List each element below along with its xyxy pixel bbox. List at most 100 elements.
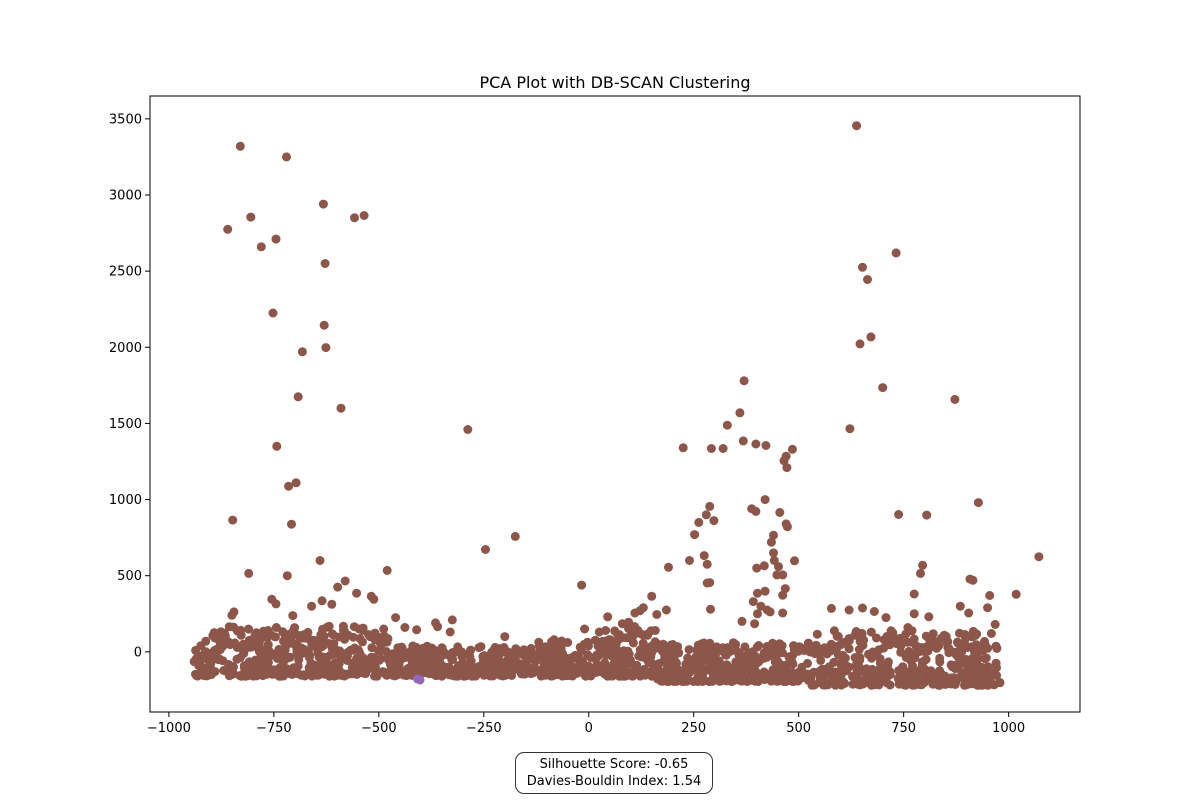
data-point [439, 662, 449, 671]
data-point [973, 498, 983, 508]
data-point [866, 332, 876, 342]
x-tick-label: −1000 [147, 721, 191, 736]
data-point [848, 679, 858, 689]
data-point [935, 653, 945, 663]
data-point [750, 651, 760, 661]
data-point [336, 654, 346, 664]
data-point [940, 679, 950, 689]
data-point [381, 669, 391, 679]
data-point [433, 622, 443, 632]
data-point [340, 634, 350, 644]
data-point [712, 664, 722, 674]
data-point [227, 610, 237, 620]
data-point [748, 675, 758, 685]
data-point [640, 668, 650, 678]
data-point [200, 648, 210, 657]
metrics-annotation-box: Silhouette Score: -0.65 Davies-Bouldin I… [515, 752, 713, 794]
y-tick-label: 3000 [109, 188, 142, 203]
data-point [570, 650, 580, 660]
data-point [382, 637, 392, 647]
plot-area-frame [149, 95, 1081, 713]
data-point [512, 646, 522, 656]
data-point [200, 670, 210, 680]
data-point [350, 657, 360, 667]
data-point [705, 638, 715, 648]
data-point [246, 212, 256, 222]
data-point [211, 632, 221, 642]
data-point [241, 641, 251, 651]
data-point [782, 522, 792, 532]
data-point [519, 651, 529, 661]
data-point [933, 675, 943, 685]
data-point [560, 671, 570, 681]
data-point [504, 650, 514, 660]
data-point [548, 665, 558, 675]
data-point [359, 211, 369, 220]
davies-bouldin-index-label: Davies-Bouldin Index: 1.54 [526, 774, 702, 789]
data-point [836, 669, 846, 679]
data-point [778, 608, 788, 618]
data-point [291, 478, 301, 488]
data-point [370, 635, 380, 645]
data-point [572, 664, 582, 674]
data-point [379, 624, 389, 634]
data-point [429, 645, 439, 655]
data-point [307, 640, 317, 650]
data-point [366, 652, 376, 662]
data-point [826, 603, 836, 613]
data-point [447, 654, 457, 664]
data-point [335, 646, 345, 656]
data-point [903, 650, 913, 660]
data-point [336, 403, 346, 413]
data-point [715, 676, 725, 686]
data-point [809, 667, 819, 677]
data-point [616, 633, 626, 643]
data-point [646, 652, 656, 662]
data-point [769, 548, 778, 558]
data-point [333, 582, 343, 592]
x-tick-label: 750 [891, 721, 916, 736]
data-point [367, 643, 377, 653]
data-point [690, 530, 700, 540]
data-point [692, 660, 702, 670]
data-point [318, 624, 328, 634]
data-point [272, 441, 282, 451]
y-tick-label: 2000 [109, 341, 142, 356]
data-point [671, 658, 681, 668]
y-tick-label: 2500 [109, 265, 142, 280]
data-point [917, 680, 926, 690]
data-point [596, 645, 605, 655]
data-point [338, 625, 348, 635]
data-point [453, 662, 463, 672]
data-point [487, 653, 497, 663]
data-point [949, 673, 959, 683]
data-point [678, 443, 688, 453]
data-point [408, 658, 418, 668]
data-point [576, 645, 586, 655]
data-point [297, 347, 307, 357]
data-point [1011, 589, 1021, 599]
y-tick-label: 1000 [109, 493, 142, 508]
data-point [731, 639, 741, 649]
x-tick-label: −750 [256, 721, 292, 736]
data-point [960, 680, 969, 690]
data-point [352, 588, 362, 598]
data-point [753, 588, 762, 598]
data-point [593, 660, 603, 670]
data-point [415, 675, 425, 685]
data-point [320, 259, 330, 268]
data-point [490, 646, 500, 656]
data-point [661, 667, 671, 677]
data-point [416, 655, 426, 665]
data-point [980, 654, 990, 664]
data-point [657, 646, 667, 656]
data-point [412, 625, 422, 635]
data-point [855, 636, 865, 646]
data-point [790, 556, 799, 566]
data-point [447, 615, 457, 625]
data-point [463, 425, 473, 434]
data-point [664, 562, 673, 572]
data-point [195, 658, 205, 668]
data-point [878, 383, 888, 393]
data-point [270, 632, 280, 642]
